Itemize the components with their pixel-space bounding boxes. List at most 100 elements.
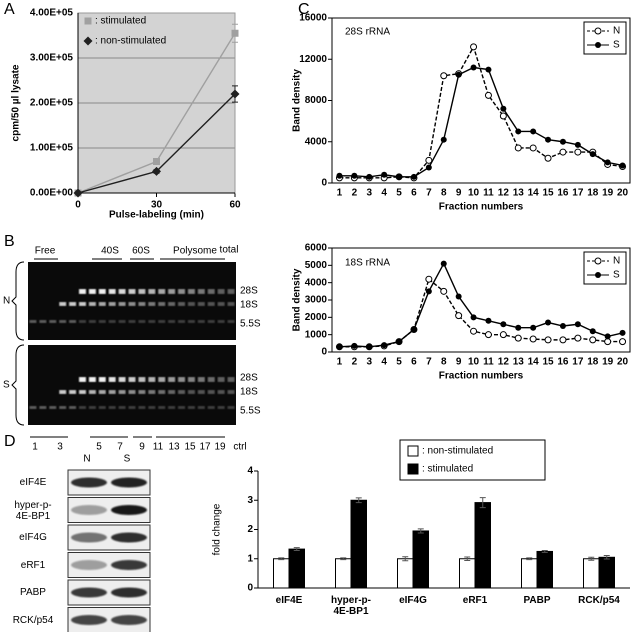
marker [574, 141, 581, 148]
gel-band [98, 390, 106, 394]
x-tick-label: 15 [542, 357, 554, 368]
x-axis-label: Fraction numbers [439, 371, 524, 382]
y-tick-label: 2 [247, 524, 253, 535]
marker [619, 329, 626, 336]
series-line [339, 45, 623, 179]
y-tick-label: 2.00E+05 [30, 98, 74, 109]
marker [589, 151, 596, 158]
lane-number: 3 [57, 442, 63, 453]
y-tick-label: 4 [247, 466, 253, 477]
y-tick-label: 0.00E+00 [30, 188, 74, 199]
gel-band [187, 390, 195, 394]
fraction-group-label: 40S [101, 246, 119, 257]
error-bar [588, 556, 595, 561]
marker [455, 312, 463, 320]
gel-band [187, 302, 195, 306]
gel-band [178, 320, 185, 323]
blot-band [71, 587, 107, 598]
gel-band [168, 377, 176, 382]
x-tick-label: 12 [498, 357, 510, 368]
x-tick-label: 20 [617, 357, 629, 368]
gel-band [118, 302, 126, 306]
marker [589, 336, 597, 344]
gel-band [158, 289, 166, 294]
gel-row-label: N [3, 296, 10, 307]
x-tick-label: 1 [337, 357, 343, 368]
gel-band [148, 406, 156, 409]
x-tick-label: 18 [587, 188, 599, 199]
marker [574, 334, 582, 342]
y-tick-label: 1 [247, 553, 253, 564]
marker [152, 166, 161, 176]
gel-band [59, 390, 67, 394]
marker [425, 275, 433, 283]
gel-band [128, 320, 136, 323]
gel-band [118, 289, 126, 294]
lane-number: 5 [96, 442, 102, 453]
gel-band [49, 320, 57, 323]
fraction-group-label: 60S [132, 246, 150, 257]
blot-band [111, 615, 147, 625]
gel-band [79, 302, 86, 306]
x-tick-label: 13 [513, 188, 525, 199]
marker [499, 331, 507, 339]
y-tick-label: 8000 [305, 95, 328, 106]
marker [381, 171, 388, 178]
x-tick-label: 2 [352, 188, 358, 199]
marker [485, 317, 492, 324]
panel-letter: A [4, 1, 15, 18]
gel-band [39, 406, 47, 409]
x-tick-label: 8 [441, 188, 447, 199]
marker [559, 138, 566, 145]
legend-swatch [407, 463, 419, 475]
gel-band [158, 377, 166, 382]
error-bar [293, 547, 300, 552]
blot-row-label: eIF4E [19, 477, 47, 488]
gel-band [59, 406, 67, 409]
bar [521, 558, 538, 589]
gel-band [128, 289, 136, 294]
y-tick-label: 0 [321, 347, 327, 358]
lane-number: ctrl [233, 442, 246, 453]
marker [336, 172, 343, 179]
x-tick-label: 9 [456, 357, 462, 368]
x-tick-label: 2 [352, 357, 358, 368]
y-tick-label: 4000 [305, 277, 328, 288]
marker [440, 72, 448, 80]
y-axis-label: cpm/50 µl lysate [11, 64, 22, 141]
gel-band [158, 406, 166, 409]
legend-label: : stimulated [95, 16, 146, 27]
legend-swatch [407, 445, 419, 457]
x-tick-label: 17 [572, 188, 584, 199]
gel-band [69, 390, 77, 394]
blot-band [71, 615, 107, 625]
marker [440, 287, 448, 295]
x-tick-label: 9 [456, 188, 462, 199]
blot-band [111, 560, 147, 570]
y-tick-label: 6000 [305, 243, 328, 254]
panel-letter: D [4, 433, 16, 450]
gel-band [168, 406, 176, 409]
marker [619, 162, 626, 169]
x-tick-label: 4 [381, 188, 387, 199]
x-tick-label: 60 [229, 200, 241, 211]
marker [381, 342, 388, 349]
gel-band [168, 302, 176, 306]
gel-band [138, 302, 146, 306]
gel-band [88, 377, 96, 382]
y-tick-label: 5000 [305, 260, 328, 271]
gel-band [69, 320, 77, 323]
gel-band [207, 377, 215, 382]
gel-band [187, 406, 195, 409]
marker [336, 343, 343, 350]
gel-band [128, 406, 136, 409]
x-tick-label: 13 [513, 357, 525, 368]
legend-label: S [613, 40, 620, 51]
marker [470, 327, 478, 335]
lane-number: 9 [139, 442, 145, 453]
marker [559, 323, 566, 329]
blot-band [111, 532, 147, 543]
gel-band [59, 302, 67, 306]
marker [544, 336, 552, 344]
gel-band [217, 302, 225, 306]
